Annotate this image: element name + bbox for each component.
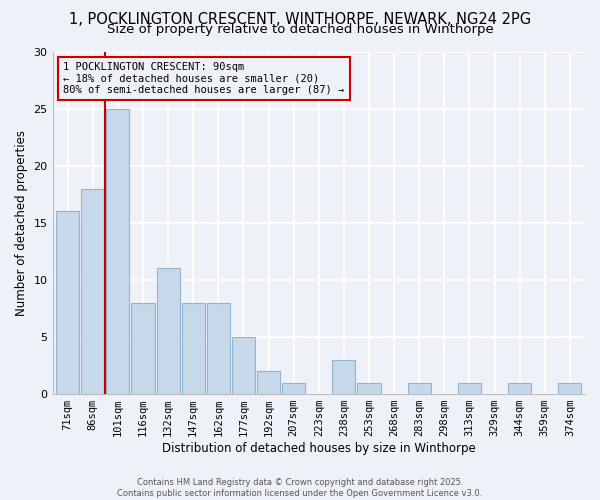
Bar <box>458 382 481 394</box>
Bar <box>131 302 155 394</box>
X-axis label: Distribution of detached houses by size in Winthorpe: Distribution of detached houses by size … <box>162 442 476 455</box>
Bar <box>407 382 431 394</box>
Bar <box>56 212 79 394</box>
Bar <box>282 382 305 394</box>
Bar <box>358 382 380 394</box>
Bar <box>257 371 280 394</box>
Bar <box>182 302 205 394</box>
Y-axis label: Number of detached properties: Number of detached properties <box>15 130 28 316</box>
Bar <box>508 382 531 394</box>
Bar <box>332 360 355 394</box>
Bar <box>559 382 581 394</box>
Bar <box>106 108 130 394</box>
Bar <box>81 188 104 394</box>
Text: 1 POCKLINGTON CRESCENT: 90sqm
← 18% of detached houses are smaller (20)
80% of s: 1 POCKLINGTON CRESCENT: 90sqm ← 18% of d… <box>63 62 344 95</box>
Bar <box>232 337 255 394</box>
Text: Contains HM Land Registry data © Crown copyright and database right 2025.
Contai: Contains HM Land Registry data © Crown c… <box>118 478 482 498</box>
Text: 1, POCKLINGTON CRESCENT, WINTHORPE, NEWARK, NG24 2PG: 1, POCKLINGTON CRESCENT, WINTHORPE, NEWA… <box>69 12 531 28</box>
Bar <box>207 302 230 394</box>
Bar <box>157 268 179 394</box>
Text: Size of property relative to detached houses in Winthorpe: Size of property relative to detached ho… <box>107 22 493 36</box>
